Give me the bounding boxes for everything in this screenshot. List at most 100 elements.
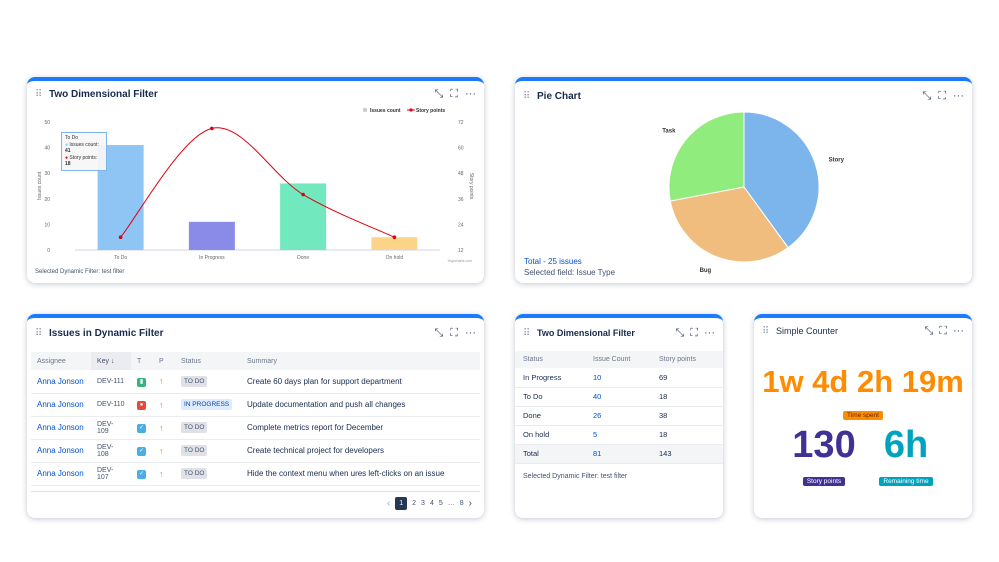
widget-header: ⠿ Pie Chart ⤡ ⛶ ··· bbox=[515, 81, 972, 111]
widget-header: ⠿ Two Dimensional Filter ⤡ ⛶ ··· bbox=[515, 318, 723, 348]
assignee-link[interactable]: Anna Jonson bbox=[31, 370, 91, 394]
more-options-icon[interactable]: ··· bbox=[704, 326, 715, 339]
column-key[interactable]: Key ↓ bbox=[91, 352, 131, 370]
type-cell: ● bbox=[131, 393, 153, 417]
status-cell: To Do bbox=[515, 387, 585, 407]
issue-key[interactable]: DEV-107 bbox=[91, 462, 131, 486]
page-button[interactable]: 1 bbox=[395, 497, 408, 510]
pie-label: Story bbox=[829, 157, 845, 163]
drag-handle-icon[interactable]: ⠿ bbox=[35, 88, 42, 100]
story-points-cell: 69 bbox=[651, 368, 723, 388]
assignee-link[interactable]: Anna Jonson bbox=[31, 462, 91, 486]
fullscreen-icon[interactable]: ⛶ bbox=[938, 89, 946, 102]
time-spent-badge-wrap: Time spent bbox=[754, 404, 972, 422]
issue-summary[interactable]: Create 60 days plan for support departme… bbox=[241, 370, 480, 394]
drag-handle-icon[interactable]: ⠿ bbox=[523, 90, 530, 102]
issue-count-link[interactable]: 5 bbox=[585, 425, 651, 445]
y-left-tick-label: 40 bbox=[44, 146, 50, 152]
collapse-icon[interactable]: ⤡ bbox=[922, 89, 932, 102]
issue-key[interactable]: DEV-110 bbox=[91, 393, 131, 417]
issue-summary[interactable]: Hide the context menu when ures left-cli… bbox=[241, 462, 480, 486]
fullscreen-icon[interactable]: ⛶ bbox=[450, 87, 458, 100]
story-points-badge: Story points bbox=[802, 477, 846, 486]
story-points-point[interactable] bbox=[118, 235, 123, 239]
column-status: Status bbox=[515, 351, 585, 368]
drag-handle-icon[interactable]: ⠿ bbox=[762, 325, 769, 337]
assignee-link[interactable]: Anna Jonson bbox=[31, 393, 91, 417]
pie-slice-story[interactable] bbox=[743, 111, 820, 249]
story-points-point[interactable] bbox=[392, 235, 397, 239]
column-key-label: Key bbox=[97, 357, 110, 365]
bar-on-hold[interactable] bbox=[371, 237, 418, 250]
issue-key[interactable]: DEV-108 bbox=[91, 439, 131, 463]
more-options-icon[interactable]: ··· bbox=[465, 87, 476, 100]
collapse-icon[interactable]: ⤡ bbox=[434, 326, 444, 339]
column-issue-count: Issue Count bbox=[585, 351, 651, 368]
pie-slice-bug[interactable] bbox=[669, 186, 789, 263]
assignee-link[interactable]: Anna Jonson bbox=[31, 439, 91, 463]
more-options-icon[interactable]: ··· bbox=[953, 324, 964, 337]
widget-title: Issues in Dynamic Filter bbox=[49, 327, 164, 339]
total-count-link[interactable]: 81 bbox=[585, 444, 651, 464]
fullscreen-icon[interactable]: ⛶ bbox=[450, 326, 458, 339]
bar-in-progress[interactable] bbox=[188, 221, 235, 250]
drag-handle-icon[interactable]: ⠿ bbox=[35, 327, 42, 339]
y-left-tick-label: 50 bbox=[44, 120, 50, 126]
x-tick-label: Done bbox=[297, 255, 309, 261]
page-button[interactable]: 8 bbox=[459, 500, 464, 507]
table-row[interactable]: Anna Jonson DEV-110 ● ↑ IN PROGRESS Update do… bbox=[31, 393, 480, 417]
remaining-time-value: 6h bbox=[883, 424, 929, 466]
pie-selected-field: Selected field: Issue Type bbox=[524, 268, 616, 277]
issue-summary[interactable]: Update documentation and push all change… bbox=[241, 393, 480, 417]
y-left-tick-label: 30 bbox=[44, 171, 50, 177]
fullscreen-icon[interactable]: ⛶ bbox=[939, 324, 947, 337]
issue-summary[interactable]: Create technical project for developers bbox=[241, 439, 480, 463]
type-cell: ✓ bbox=[131, 462, 153, 486]
table-row[interactable]: Anna Jonson DEV-107 ✓ ↑ TO DO Hide the contex… bbox=[31, 462, 480, 486]
page-button[interactable]: 3 bbox=[421, 500, 425, 507]
next-page-icon[interactable]: › bbox=[468, 498, 472, 509]
story-points-badge-wrap: Story points bbox=[776, 470, 872, 488]
pie-label: Bug bbox=[700, 268, 712, 274]
legend-item[interactable]: Issues count bbox=[370, 108, 401, 114]
page-button[interactable]: 5 bbox=[438, 500, 443, 507]
tooltip-title: To Do bbox=[65, 135, 79, 141]
y-left-tick-label: 20 bbox=[44, 197, 50, 203]
pie-slice-task[interactable] bbox=[668, 111, 745, 202]
issue-key[interactable]: DEV-111 bbox=[91, 370, 131, 394]
page-button[interactable]: 4 bbox=[429, 500, 434, 507]
priority-high-icon: ↑ bbox=[159, 376, 164, 387]
issue-summary[interactable]: Complete metrics report for December bbox=[241, 416, 480, 440]
column-type[interactable]: T bbox=[131, 352, 153, 370]
table-row[interactable]: Anna Jonson DEV-109 ✓ ↑ TO DO Complete metric… bbox=[31, 416, 480, 440]
column-status[interactable]: Status bbox=[175, 352, 241, 370]
drag-handle-icon[interactable]: ⠿ bbox=[523, 327, 530, 339]
pie-total[interactable]: Total - 25 issues bbox=[524, 257, 582, 266]
status-lozenge: TO DO bbox=[181, 445, 208, 456]
column-summary[interactable]: Summary bbox=[241, 352, 480, 370]
column-priority[interactable]: P bbox=[153, 352, 175, 370]
collapse-icon[interactable]: ⤡ bbox=[675, 326, 685, 339]
more-options-icon[interactable]: ··· bbox=[465, 326, 476, 339]
column-assignee[interactable]: Assignee bbox=[31, 352, 91, 370]
remaining-time-badge: Remaining time bbox=[879, 477, 933, 486]
collapse-icon[interactable]: ⤡ bbox=[434, 87, 444, 100]
issue-key[interactable]: DEV-109 bbox=[91, 416, 131, 440]
page-button[interactable]: 2 bbox=[412, 500, 417, 507]
sort-desc-icon: ↓ bbox=[111, 357, 115, 365]
story-points-point[interactable] bbox=[210, 126, 214, 131]
prev-page-icon[interactable]: ‹ bbox=[386, 498, 391, 509]
issue-count-link[interactable]: 26 bbox=[585, 406, 651, 426]
assignee-link[interactable]: Anna Jonson bbox=[31, 416, 91, 440]
legend-item[interactable]: Story points bbox=[416, 108, 445, 114]
issues-table-body: Anna Jonson DEV-111 ▮ ↑ TO DO Create 60 days … bbox=[31, 370, 480, 486]
table-row[interactable]: Anna Jonson DEV-111 ▮ ↑ TO DO Create 60 days … bbox=[31, 370, 480, 394]
table-row[interactable]: Anna Jonson DEV-108 ✓ ↑ TO DO Create technica… bbox=[31, 439, 480, 463]
issue-count-link[interactable]: 40 bbox=[585, 387, 651, 407]
collapse-icon[interactable]: ⤡ bbox=[924, 324, 934, 337]
type-cell: ✓ bbox=[131, 416, 153, 440]
issue-count-link[interactable]: 10 bbox=[585, 368, 651, 388]
fullscreen-icon[interactable]: ⛶ bbox=[690, 326, 698, 339]
story-points-point[interactable] bbox=[301, 192, 305, 197]
more-options-icon[interactable]: ··· bbox=[953, 89, 964, 102]
